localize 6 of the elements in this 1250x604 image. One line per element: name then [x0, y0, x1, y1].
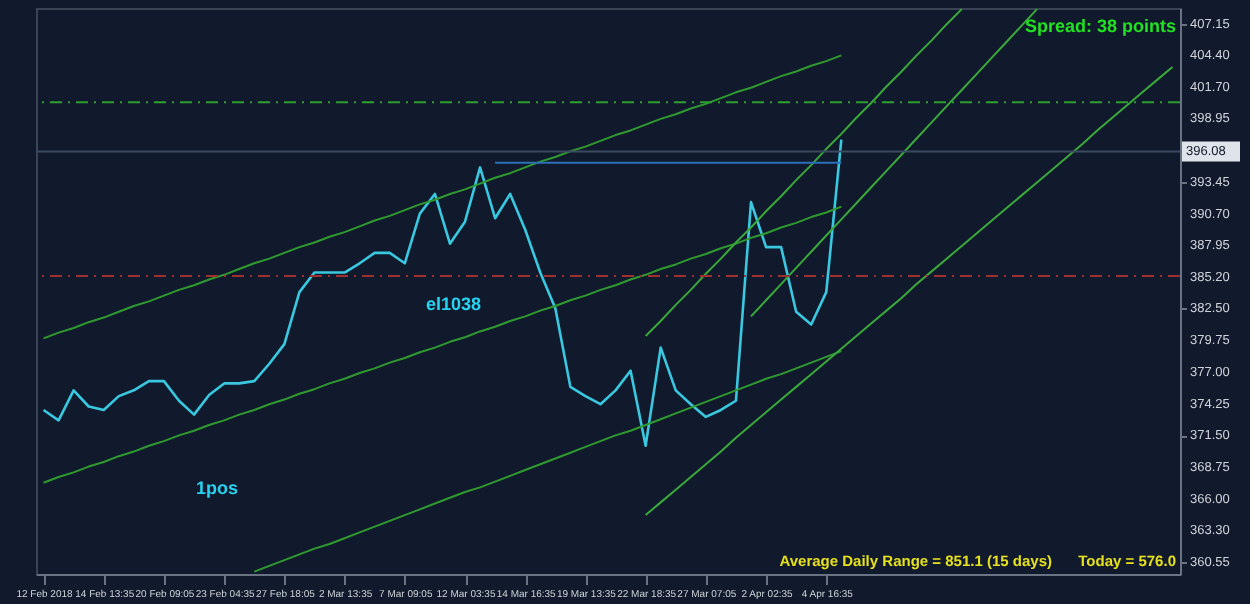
- annotation: el1038: [426, 294, 482, 314]
- annotation: 1pos: [196, 478, 239, 498]
- line-series: [253, 350, 843, 573]
- line-series: [42, 205, 843, 484]
- annotation: Spread: 38 points: [1024, 16, 1176, 36]
- line-series: [42, 138, 843, 448]
